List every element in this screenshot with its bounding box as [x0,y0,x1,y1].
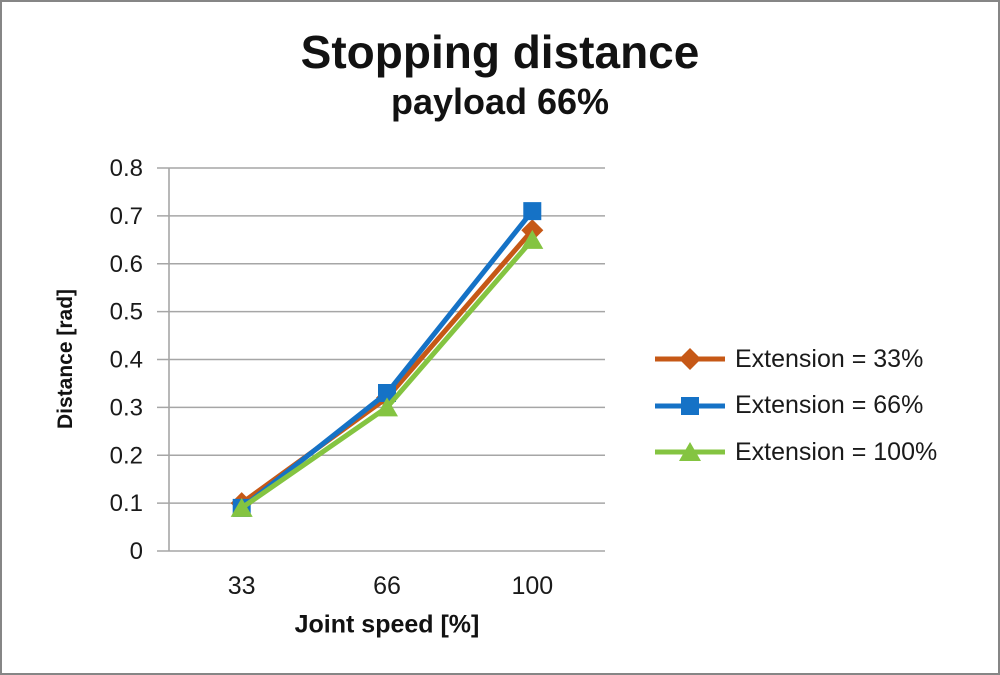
legend-label: Extension = 33% [735,344,924,373]
y-axis-title: Distance [rad] [54,288,77,430]
x-tick-label: 66 [373,572,401,600]
legend-item-1: Extension = 33% [654,343,923,375]
marker-triangle [376,397,398,417]
y-tick-label: 0.7 [110,203,143,230]
legend-label: Extension = 100% [735,437,938,466]
y-tick-label: 0 [130,538,143,565]
legend-marker-square [655,396,725,415]
y-tick-label: 0.2 [110,442,143,469]
y-tick-label: 0.8 [110,155,143,182]
chart-title: Stopping distance [300,26,700,78]
legend-item-3: Extension = 100% [654,436,937,468]
marker-square [523,202,542,221]
legend-marker-diamond [655,348,725,370]
series-line-diamond [240,228,535,506]
legend-item-2: Extension = 66% [654,390,923,422]
legend-label: Extension = 66% [735,391,924,419]
marker-triangle [230,497,253,517]
y-tick-label: 0.4 [110,347,143,374]
marker-triangle [521,229,544,249]
marker-square [378,384,396,403]
y-tick-label: 0.1 [110,490,143,517]
legend-marker-triangle [655,442,725,461]
x-tick-label: 100 [511,572,553,600]
chart-subtitle: payload 66% [390,81,610,122]
y-tick-label: 0.5 [110,299,143,326]
x-axis-title: Joint speed [%] [294,610,480,639]
x-tick-label: 33 [228,572,256,600]
y-tick-label: 0.3 [110,394,143,421]
y-tick-label: 0.6 [110,251,143,278]
